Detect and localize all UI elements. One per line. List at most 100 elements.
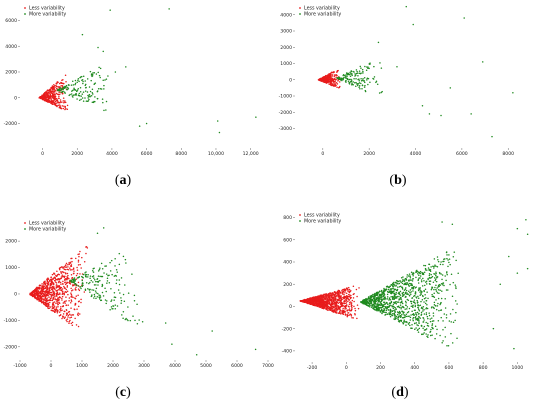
less-variability-point: [347, 288, 349, 291]
less-variability-point: [331, 293, 333, 295]
more-variability-point: [399, 312, 402, 314]
more-variability-point: [375, 306, 377, 308]
more-variability-point: [381, 312, 383, 314]
more-variability-point: [437, 289, 440, 291]
less-variability-point: [55, 105, 58, 107]
more-variability-point: [110, 299, 113, 301]
less-variability-point: [353, 300, 355, 303]
more-variability-point: [384, 303, 386, 305]
more-variability-point: [74, 280, 76, 282]
less-variability-point: [55, 286, 58, 288]
more-variability-point: [108, 282, 111, 284]
more-variability-point: [420, 325, 423, 327]
more-variability-point: [426, 303, 428, 306]
more-variability-point: [451, 295, 454, 298]
more-variability-point: [426, 307, 429, 310]
more-variability-point: [387, 288, 390, 291]
x-tick-label: 7000: [262, 363, 274, 369]
less-variability-point: [64, 272, 67, 274]
less-variability-point: [67, 268, 70, 271]
more-variability-point: [442, 328, 444, 331]
y-tick-label: 400: [283, 260, 292, 266]
more-variability-point: [442, 283, 444, 286]
more-variability-point: [374, 297, 376, 299]
less-variability-point: [69, 262, 72, 264]
more-variability-point: [434, 279, 436, 282]
more-variability-point: [392, 285, 394, 288]
more-variability-point: [95, 297, 97, 300]
less-variability-point: [54, 101, 56, 103]
less-variability-point: [34, 290, 36, 292]
more-variability-point: [423, 264, 425, 267]
more-variability-point: [97, 88, 100, 90]
less-variability-point: [334, 308, 336, 310]
more-variability-point: [105, 302, 107, 305]
more-variability-point: [422, 317, 425, 319]
more-variability-point: [111, 273, 113, 276]
less-variability-point: [43, 293, 45, 295]
more-variability-point: [88, 93, 91, 96]
more-variability-point: [97, 280, 100, 283]
x-tick-label: 10,000: [208, 151, 224, 157]
less-variability-point: [55, 278, 58, 281]
more-variability-point: [442, 263, 444, 266]
more-variability-point: [430, 276, 433, 279]
less-variability-point: [74, 302, 77, 305]
less-variability-point: [327, 296, 330, 298]
more-variability-point: [84, 288, 87, 290]
less-variability-point: [54, 93, 56, 96]
less-variability-point: [62, 267, 64, 269]
more-variability-point: [437, 258, 439, 261]
less-variability-point: [57, 277, 59, 280]
more-variability-point: [372, 296, 374, 298]
more-variability-point: [417, 295, 419, 298]
more-variability-point: [109, 308, 111, 311]
more-variability-point: [114, 296, 117, 299]
less-variability-point: [332, 293, 335, 296]
less-variability-point: [39, 284, 41, 286]
less-variability-point: [29, 293, 32, 295]
less-variability-point: [79, 273, 81, 275]
less-variability-point: [59, 106, 62, 109]
more-variability-point: [377, 302, 379, 304]
less-variability-point: [63, 265, 65, 268]
more-variability-point: [87, 95, 90, 98]
less-variability-point: [52, 91, 54, 93]
less-variability-point: [61, 266, 63, 268]
less-variability-point: [75, 274, 78, 277]
more-variability-point: [410, 305, 413, 308]
less-variability-point: [344, 300, 346, 302]
more-variability-point: [432, 265, 434, 267]
scatter-panel-b: 0 2000 4000 6000 8000 -3000 -2000 -1000 0 1000 200…: [275, 0, 550, 165]
more-variability-point: [102, 227, 105, 229]
less-variability-point: [52, 89, 54, 92]
more-variability-point: [92, 72, 94, 74]
more-variability-point: [386, 308, 388, 310]
more-variability-point: [431, 326, 433, 329]
less-variability-point: [348, 308, 351, 310]
more-variability-point: [434, 286, 436, 289]
y-tick-label: 800: [283, 215, 292, 221]
more-variability-point: [434, 278, 437, 280]
less-variability-point: [58, 311, 61, 313]
more-variability-point: [349, 75, 352, 78]
less-variability-point: [55, 284, 58, 286]
less-variability-point: [35, 298, 38, 300]
more-variability-point: [109, 9, 111, 11]
more-variability-point: [418, 327, 421, 330]
less-variability-point: [345, 287, 348, 290]
less-variability-point: [59, 287, 62, 290]
more-variability-point: [398, 293, 401, 295]
more-variability-point: [442, 282, 445, 284]
less-variability-point: [65, 108, 67, 110]
more-variability-point: [438, 309, 440, 312]
more-variability-point: [368, 63, 370, 65]
more-variability-point: [118, 263, 121, 266]
more-variability-point: [389, 303, 391, 305]
more-variability-point: [409, 324, 411, 327]
more-variability-point: [376, 307, 378, 310]
more-variability-point: [396, 317, 398, 319]
less-variability-point: [343, 293, 345, 296]
more-variability-point: [410, 314, 412, 316]
more-variability-point: [395, 291, 397, 294]
